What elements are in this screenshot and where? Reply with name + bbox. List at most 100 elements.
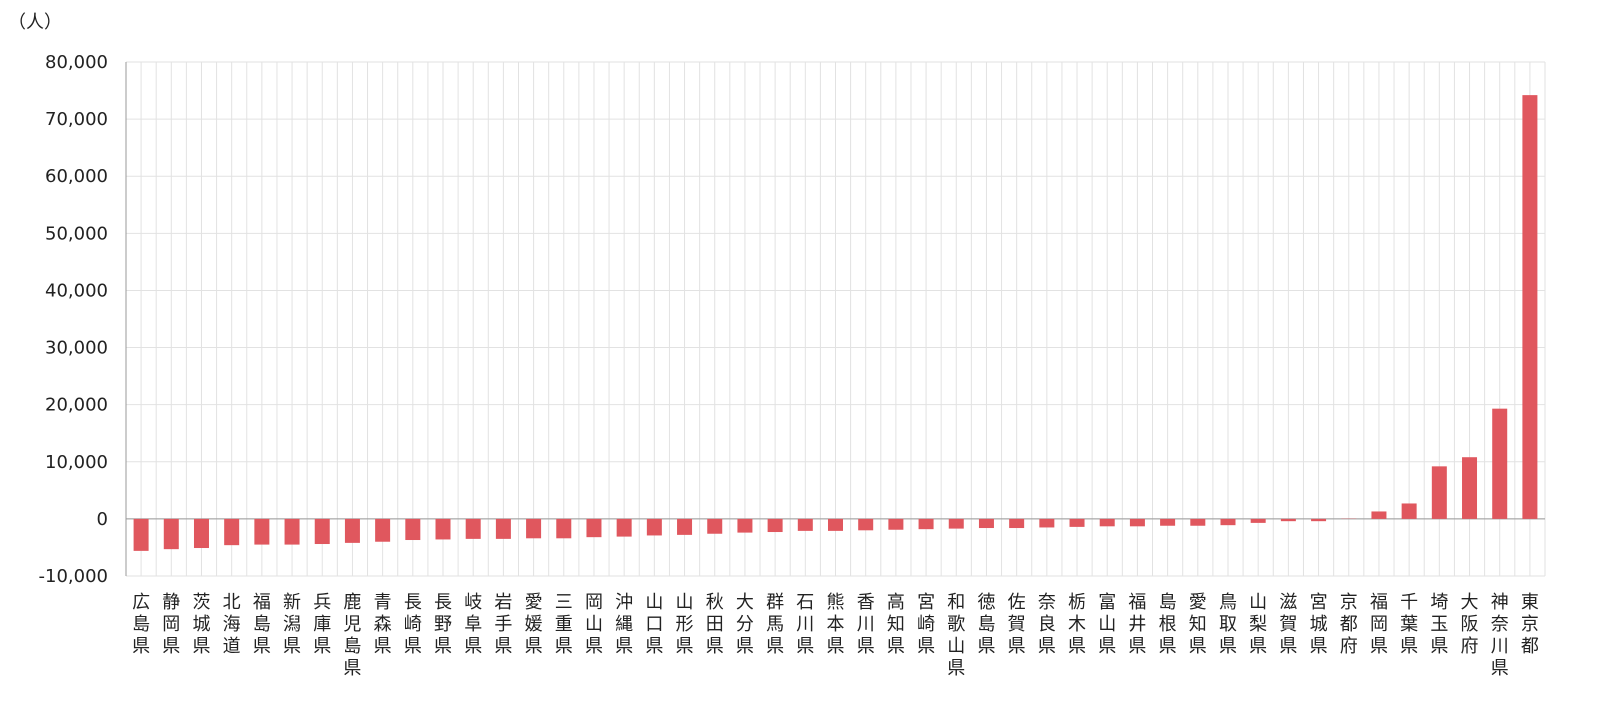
x-tick-label: 山梨県 (1249, 592, 1267, 657)
bar (194, 519, 209, 548)
bar (586, 519, 601, 537)
bar (949, 519, 964, 529)
bar (1311, 519, 1326, 521)
x-tick-label: 宮崎県 (917, 592, 935, 657)
x-tick-label: 岩手県 (494, 592, 512, 657)
bar (496, 519, 511, 539)
bar (556, 519, 571, 538)
x-tick-label: 岡山県 (585, 592, 603, 657)
y-tick-label: 70,000 (45, 109, 108, 130)
bar (1251, 519, 1266, 523)
bar (707, 519, 722, 534)
x-tick-label: 佐賀県 (1008, 592, 1026, 657)
x-tick-label: 群馬県 (766, 592, 784, 657)
y-tick-label: 30,000 (45, 338, 108, 359)
bar (466, 519, 481, 539)
bar (1432, 466, 1447, 519)
y-tick-label: 40,000 (45, 280, 108, 301)
y-tick-label: 10,000 (45, 452, 108, 473)
bar (285, 519, 300, 545)
bar (1220, 519, 1235, 525)
x-tick-label: 新潟県 (283, 592, 301, 657)
x-tick-label: 熊本県 (827, 592, 845, 657)
x-tick-label: 鳥取県 (1219, 592, 1237, 657)
bar (888, 519, 903, 530)
bar (526, 519, 541, 538)
bar (617, 519, 632, 537)
bar (647, 519, 662, 536)
bar (858, 519, 873, 530)
x-tick-label: 香川県 (857, 592, 875, 657)
y-tick-label: 80,000 (45, 52, 108, 73)
x-tick-label: 神奈川県 (1491, 592, 1509, 679)
x-tick-label: 鹿児島県 (343, 592, 361, 679)
x-tick-label: 秋田県 (706, 592, 724, 657)
x-tick-label: 東京都 (1521, 592, 1539, 657)
bar (1190, 519, 1205, 526)
bar (737, 519, 752, 533)
bar (1492, 409, 1507, 519)
bar (224, 519, 239, 545)
x-tick-label: 長崎県 (404, 592, 422, 657)
x-tick-label: 三重県 (555, 592, 573, 657)
bar (1462, 457, 1477, 519)
x-tick-label: 和歌山県 (947, 592, 965, 679)
x-tick-label: 栃木県 (1068, 592, 1086, 657)
x-tick-label: 茨城県 (192, 592, 210, 657)
x-tick-label: 兵庫県 (313, 592, 331, 657)
y-tick-label: 60,000 (45, 166, 108, 187)
bar (919, 519, 934, 529)
x-tick-label: 大阪府 (1461, 592, 1479, 657)
x-tick-label: 宮城県 (1310, 592, 1328, 657)
y-tick-label: 50,000 (45, 223, 108, 244)
bar (164, 519, 179, 549)
bar (345, 519, 360, 543)
x-tick-label: 北海道 (223, 592, 241, 657)
bar (828, 519, 843, 531)
x-tick-label: 京都府 (1340, 592, 1358, 657)
x-tick-label: 富山県 (1098, 592, 1116, 657)
x-tick-label: 徳島県 (977, 592, 995, 657)
bar (1160, 519, 1175, 526)
x-tick-label: 愛知県 (1189, 592, 1207, 657)
bar (254, 519, 269, 545)
x-tick-label: 島根県 (1159, 592, 1177, 657)
bar (1130, 519, 1145, 526)
y-unit-label: （人） (8, 12, 62, 33)
x-tick-label: 岐阜県 (464, 592, 482, 657)
x-tick-label: 奈良県 (1038, 592, 1056, 657)
x-tick-label: 石川県 (796, 592, 814, 657)
x-tick-label: 静岡県 (162, 592, 180, 657)
x-tick-label: 福島県 (253, 592, 271, 657)
x-tick-label: 福井県 (1128, 592, 1146, 657)
x-tick-label: 長野県 (434, 592, 452, 657)
x-tick-label: 滋賀県 (1279, 592, 1297, 657)
bar (1281, 519, 1296, 521)
x-tick-label: 千葉県 (1400, 592, 1418, 657)
bar (768, 519, 783, 532)
x-tick-label: 埼玉県 (1430, 592, 1448, 657)
bar (405, 519, 420, 540)
bar (677, 519, 692, 535)
x-tick-label: 高知県 (887, 592, 905, 657)
bar (798, 519, 813, 531)
x-tick-label: 愛媛県 (525, 592, 543, 657)
bar (1371, 511, 1386, 518)
bar (1070, 519, 1085, 527)
x-tick-label: 山形県 (676, 592, 694, 657)
bar (1522, 95, 1537, 519)
bar (436, 519, 451, 540)
bar (134, 519, 149, 551)
x-tick-label: 沖縄県 (615, 592, 633, 657)
bar (375, 519, 390, 542)
bar (1039, 519, 1054, 528)
x-tick-label: 広島県 (132, 592, 150, 657)
bar (315, 519, 330, 544)
x-tick-label: 大分県 (736, 592, 754, 657)
bar (1402, 503, 1417, 518)
y-tick-label: 20,000 (45, 395, 108, 416)
y-tick-label: -10,000 (39, 566, 108, 587)
x-tick-label: 福岡県 (1370, 592, 1388, 657)
bar (1009, 519, 1024, 528)
